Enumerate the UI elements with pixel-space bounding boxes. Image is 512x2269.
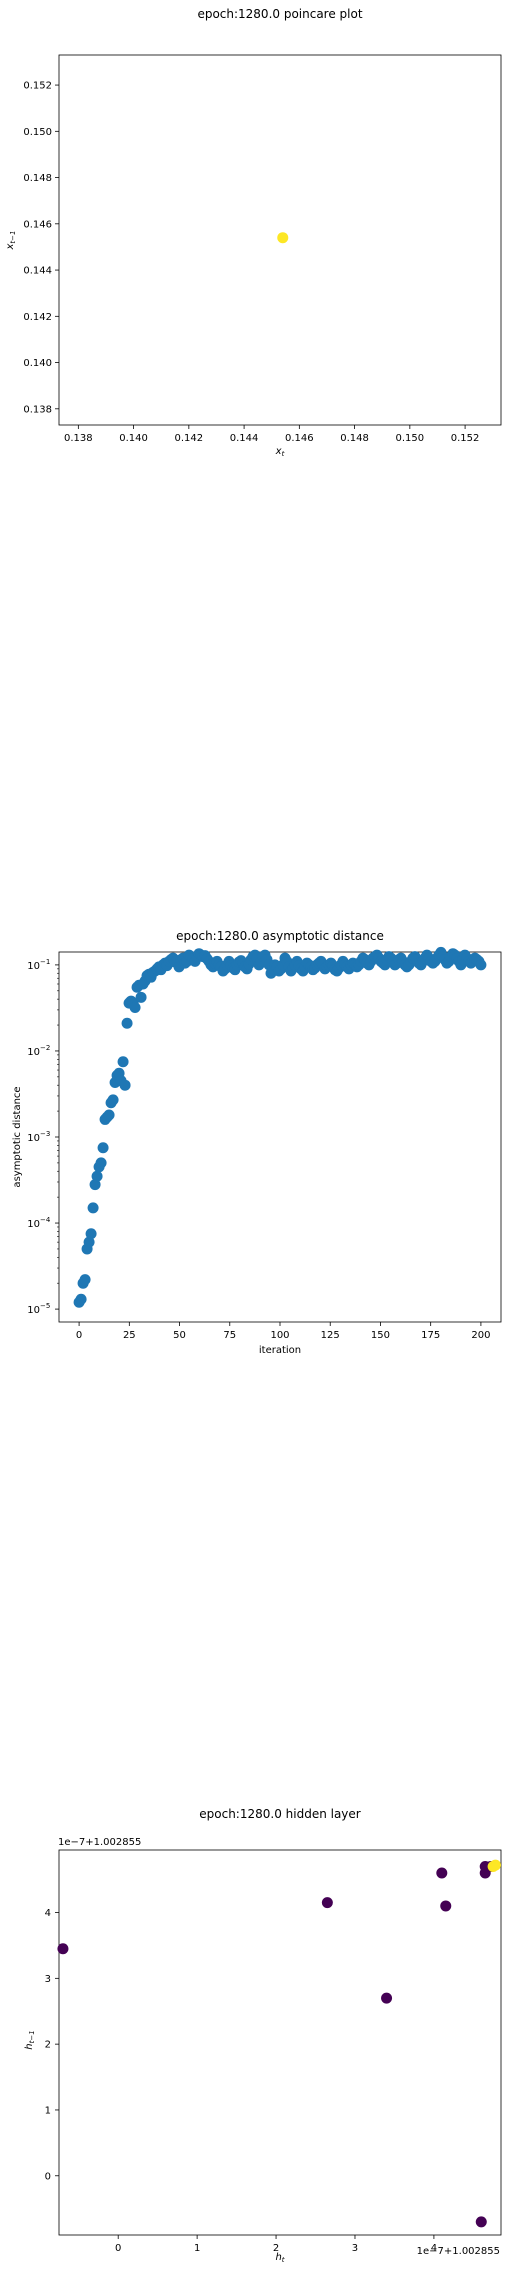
data-point <box>92 1171 103 1182</box>
x-axis-ticks: 0 25 50 75 100 125 150 175 200 <box>76 1322 491 1341</box>
x-tick-label: 200 <box>471 1330 490 1341</box>
data-point <box>98 1142 109 1153</box>
y-axis-label: xt−1 <box>5 231 17 251</box>
chart-title: epoch:1280.0 hidden layer <box>199 1807 361 1821</box>
data-point <box>476 2216 487 2227</box>
data-point <box>381 1993 392 2004</box>
y-tick-exponent: −5 <box>40 1302 50 1310</box>
data-points <box>74 947 487 1308</box>
hidden-layer-chart: epoch:1280.0 hidden layer 1e−7+1.002855 … <box>0 1800 512 2269</box>
data-point <box>436 1868 447 1879</box>
y-tick-label: 10 <box>27 1305 40 1316</box>
x-tick-label: 175 <box>421 1330 440 1341</box>
x-tick-label: 0.140 <box>119 433 148 444</box>
y-axis-ticks: 0 1 2 3 4 <box>45 1908 59 2182</box>
x-tick-label: 0.152 <box>451 433 480 444</box>
data-point <box>88 1202 99 1213</box>
data-point <box>136 992 147 1003</box>
x-tick-label: 3 <box>352 2243 358 2254</box>
x-tick-label: 0.146 <box>285 433 314 444</box>
y-tick-label: 4 <box>45 1908 51 1919</box>
data-point <box>104 1110 115 1121</box>
data-point <box>130 1002 141 1013</box>
plot-area <box>59 1850 501 2235</box>
y-tick-label: 10 <box>27 1047 40 1058</box>
y-axis-label: asymptotic distance <box>12 1086 23 1187</box>
x-tick-label: 0.148 <box>340 433 369 444</box>
data-point <box>475 959 486 970</box>
data-point <box>490 1860 501 1871</box>
data-point <box>57 1943 68 1954</box>
data-point <box>122 1018 133 1029</box>
x-tick-label: 0 <box>115 2243 121 2254</box>
poincare-chart: epoch:1280.0 poincare plot 0.138 0.140 0.1… <box>0 0 512 470</box>
y-tick-label: 0.140 <box>23 358 52 369</box>
data-point <box>120 1080 131 1091</box>
y-tick-label: 10 <box>27 1133 40 1144</box>
data-point <box>86 1228 97 1239</box>
data-point <box>277 232 288 243</box>
x-axis-ticks: 0.138 0.140 0.142 0.144 0.146 0.148 0.150 0.152 <box>64 425 479 444</box>
y-tick-label: 2 <box>45 2040 51 2051</box>
y-axis-ticks: 0.138 0.140 0.142 0.144 0.146 0.148 0.150 0.152 <box>23 81 59 416</box>
y-tick-label: 0.142 <box>23 312 52 323</box>
x-axis-label: iteration <box>259 1345 301 1356</box>
y-tick-label: 0.152 <box>23 81 52 92</box>
y-tick-label: 0.146 <box>23 219 52 230</box>
y-tick-exponent: −1 <box>40 958 50 966</box>
y-tick-exponent: −2 <box>40 1044 50 1052</box>
x-axis-label: xt <box>275 446 285 458</box>
y-tick-label: 0.150 <box>23 127 52 138</box>
x-tick-label: 0.142 <box>175 433 204 444</box>
x-tick-label: 0 <box>76 1330 82 1341</box>
chart-title: epoch:1280.0 poincare plot <box>197 7 362 21</box>
y-tick-exponent: −3 <box>40 1130 50 1138</box>
data-point <box>80 1274 91 1285</box>
data-point <box>440 1900 451 1911</box>
x-tick-label: 0.138 <box>64 433 93 444</box>
y-tick-label: 0.148 <box>23 173 52 184</box>
x-tick-label: 125 <box>321 1330 340 1341</box>
x-tick-label: 100 <box>270 1330 289 1341</box>
chart-title: epoch:1280.0 asymptotic distance <box>176 929 384 943</box>
data-point <box>96 1157 107 1168</box>
x-tick-label: 0.144 <box>230 433 259 444</box>
y-tick-label: 1 <box>45 2105 51 2116</box>
y-tick-exponent: −4 <box>40 1216 51 1224</box>
data-points <box>277 232 288 243</box>
x-tick-label: 50 <box>173 1330 186 1341</box>
x-axis-label: ht <box>275 2252 284 2264</box>
y-tick-label: 3 <box>45 1974 51 1985</box>
x-tick-label: 150 <box>371 1330 390 1341</box>
x-tick-label: 0.150 <box>396 433 425 444</box>
x-tick-label: 1 <box>194 2243 200 2254</box>
asymptotic-distance-chart: epoch:1280.0 asymptotic distance 0 25 50 75… <box>0 920 512 1370</box>
y-tick-label: 0.144 <box>23 266 52 277</box>
data-points <box>57 1860 501 2228</box>
y-tick-label: 10 <box>27 961 40 972</box>
x-offset-label: 1e−7+1.002855 <box>417 2246 500 2257</box>
y-axis-label: ht−1 <box>24 2030 36 2049</box>
y-axis-ticks: 10−510−410−310−210−1 <box>27 958 59 1316</box>
data-point <box>118 1056 129 1067</box>
data-point <box>76 1294 87 1305</box>
x-tick-label: 25 <box>123 1330 136 1341</box>
x-tick-label: 75 <box>223 1330 236 1341</box>
y-offset-label: 1e−7+1.002855 <box>58 1837 141 1848</box>
plot-area <box>59 952 501 1322</box>
y-tick-label: 0 <box>45 2171 51 2182</box>
y-tick-label: 10 <box>27 1219 40 1230</box>
data-point <box>322 1897 333 1908</box>
data-point <box>108 1094 119 1105</box>
y-tick-label: 0.138 <box>23 404 52 415</box>
